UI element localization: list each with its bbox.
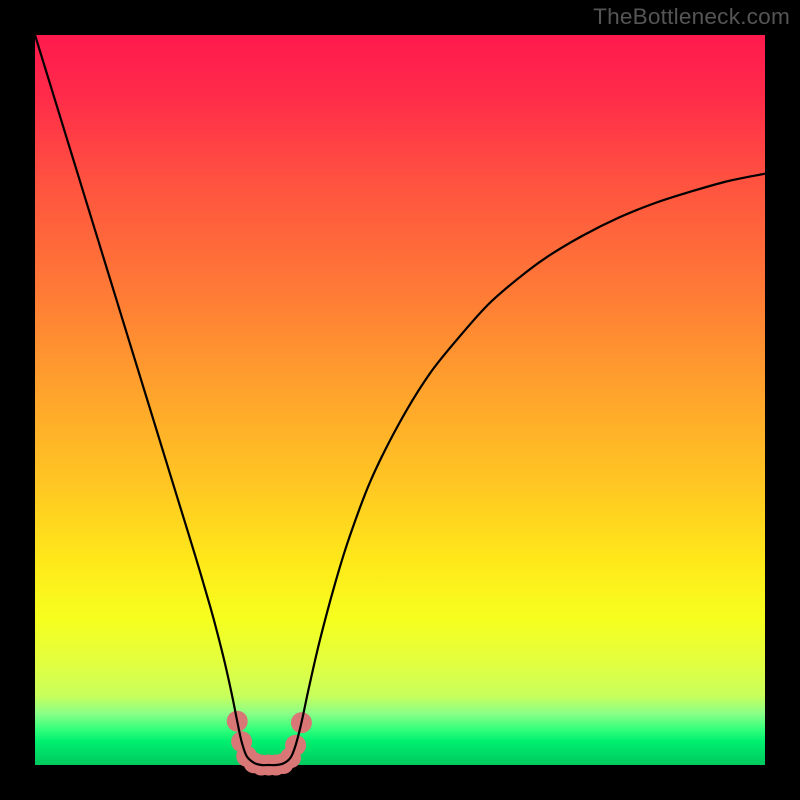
chart-svg — [0, 0, 800, 800]
watermark-text: TheBottleneck.com — [593, 4, 790, 30]
chart-canvas: TheBottleneck.com — [0, 0, 800, 800]
plot-area — [35, 35, 765, 765]
